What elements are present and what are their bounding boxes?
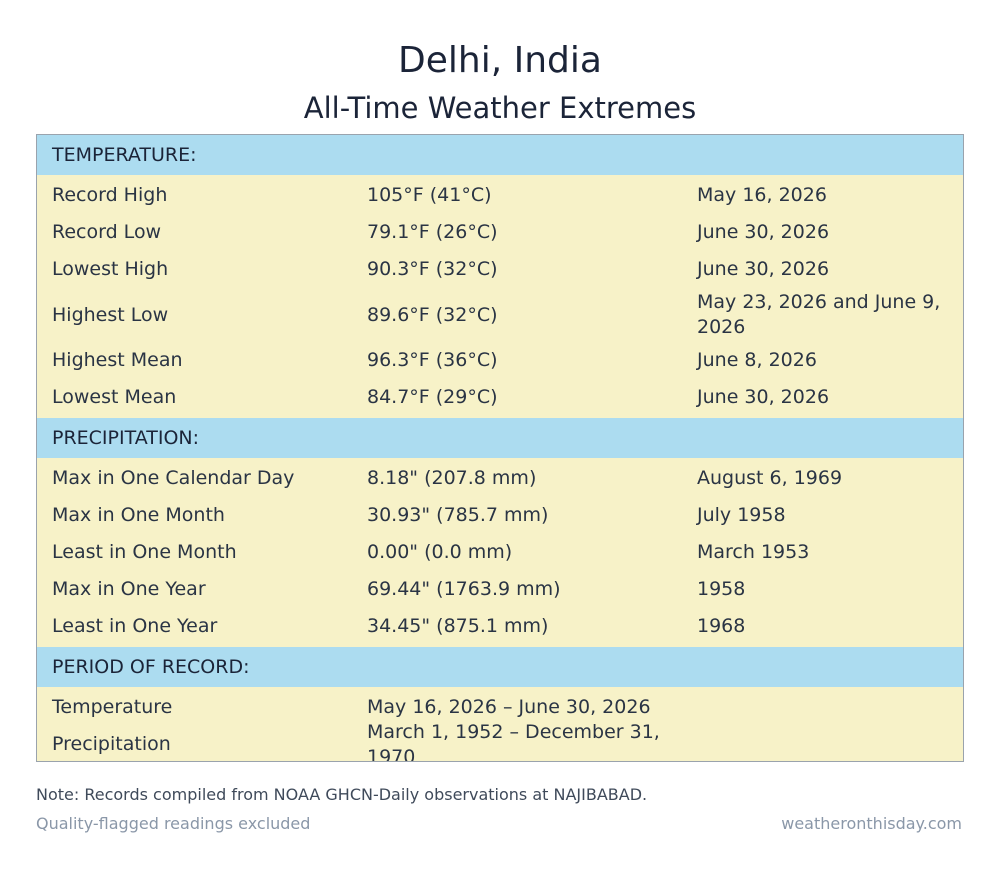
row-value: 8.18" (207.8 mm) — [367, 467, 537, 489]
section-header-precipitation: PRECIPITATION: — [37, 418, 963, 458]
row-label: Max in One Calendar Day — [52, 467, 295, 489]
row-label: Lowest Mean — [52, 386, 177, 408]
row-label: Temperature — [52, 696, 173, 718]
period-rows: Temperature May 16, 2026 – June 30, 2026… — [37, 687, 963, 762]
table-row: Least in One Year 34.45" (875.1 mm) 1968 — [37, 608, 963, 645]
row-value: 89.6°F (32°C) — [367, 303, 498, 326]
row-value: 69.44" (1763.9 mm) — [367, 578, 561, 600]
page-title: Delhi, India — [398, 40, 602, 81]
table-row: Least in One Month 0.00" (0.0 mm) March … — [37, 534, 963, 571]
row-date: July 1958 — [697, 504, 786, 526]
row-label: Max in One Year — [52, 578, 206, 600]
row-label: Least in One Month — [52, 541, 237, 563]
footnote: Note: Records compiled from NOAA GHCN-Da… — [36, 785, 648, 804]
row-label: Lowest High — [52, 258, 169, 280]
page-subtitle: All-Time Weather Extremes — [303, 91, 697, 125]
table-row: Highest Mean 96.3°F (36°C) June 8, 2026 — [37, 342, 963, 379]
table-row: Max in One Year 69.44" (1763.9 mm) 1958 — [37, 571, 963, 608]
table-row: Max in One Month 30.93" (785.7 mm) July … — [37, 497, 963, 534]
source-credit: weatheronthisday.com — [781, 814, 962, 833]
row-value: 34.45" (875.1 mm) — [367, 615, 549, 637]
table-row: Lowest High 90.3°F (32°C) June 30, 2026 — [37, 251, 963, 288]
table-row: Max in One Calendar Day 8.18" (207.8 mm)… — [37, 460, 963, 497]
row-label: Record Low — [52, 221, 162, 243]
table-row: Record High 105°F (41°C) May 16, 2026 — [37, 177, 963, 214]
row-value: 79.1°F (26°C) — [367, 221, 498, 243]
extremes-table: TEMPERATURE: Record High 105°F (41°C) Ma… — [36, 134, 964, 762]
row-date: May 23, 2026 and June 9, 2026 — [697, 291, 941, 338]
row-date: 1958 — [697, 578, 746, 600]
precipitation-rows: Max in One Calendar Day 8.18" (207.8 mm)… — [37, 458, 963, 647]
row-label: Precipitation — [52, 733, 171, 755]
row-date: August 6, 1969 — [697, 467, 843, 489]
row-value: 90.3°F (32°C) — [367, 258, 498, 280]
section-header-temperature: TEMPERATURE: — [37, 135, 963, 175]
row-value: 84.7°F (29°C) — [367, 386, 498, 408]
row-value: 0.00" (0.0 mm) — [367, 541, 513, 563]
section-header-period: PERIOD OF RECORD: — [37, 647, 963, 687]
row-label: Max in One Month — [52, 504, 225, 526]
row-label: Least in One Year — [52, 615, 218, 637]
row-date: June 8, 2026 — [697, 349, 817, 371]
table-row: Lowest Mean 84.7°F (29°C) June 30, 2026 — [37, 379, 963, 416]
row-date: March 1953 — [697, 541, 810, 563]
row-value: 105°F (41°C) — [367, 184, 492, 206]
row-date: June 30, 2026 — [697, 258, 830, 280]
row-date: June 30, 2026 — [697, 221, 830, 243]
row-value: 96.3°F (36°C) — [367, 349, 498, 371]
row-date: 1968 — [697, 615, 746, 637]
table-row: Precipitation March 1, 1952 – December 3… — [37, 721, 963, 762]
row-value: 30.93" (785.7 mm) — [367, 504, 549, 526]
footer-caption: Quality-flagged readings excluded — [36, 814, 311, 833]
table-row: Highest Low 89.6°F (32°C) May 23, 2026 a… — [37, 288, 963, 342]
table-row: Temperature May 16, 2026 – June 30, 2026 — [37, 689, 963, 726]
row-date: May 16, 2026 — [697, 184, 827, 206]
row-label: Highest Mean — [52, 349, 183, 371]
row-value: March 1, 1952 – December 31, 1970 — [367, 720, 660, 762]
row-label: Record High — [52, 184, 168, 206]
row-label: Highest Low — [52, 303, 169, 326]
table-row: Record Low 79.1°F (26°C) June 30, 2026 — [37, 214, 963, 251]
row-date: June 30, 2026 — [697, 386, 830, 408]
row-value: May 16, 2026 – June 30, 2026 — [367, 696, 651, 718]
temperature-rows: Record High 105°F (41°C) May 16, 2026 Re… — [37, 175, 963, 418]
